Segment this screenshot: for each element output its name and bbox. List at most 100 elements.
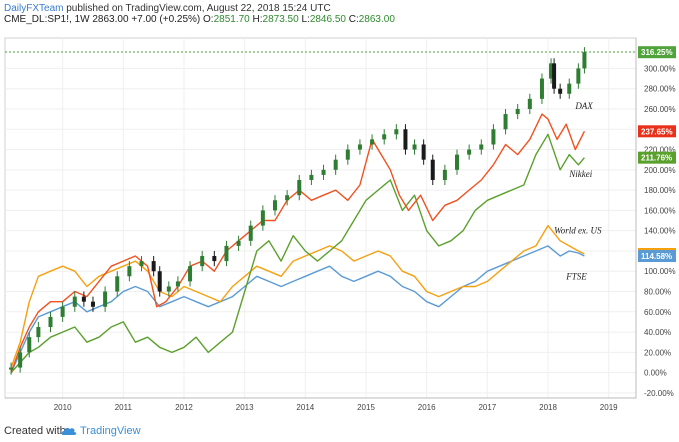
publish-info: published on TradingView.com, August 22,…	[66, 3, 331, 14]
x-tick-label: 2018	[539, 403, 557, 412]
tradingview-logo-link[interactable]: TradingView	[80, 425, 141, 437]
sp500-candle	[103, 291, 108, 307]
price-tag-box	[638, 151, 676, 164]
chart-footer: Created with TradingView	[0, 420, 679, 442]
y-tick-label: 80.00%	[644, 288, 671, 297]
price-change: +7.00 (+0.25%)	[131, 14, 201, 25]
price-tag-box	[638, 125, 676, 138]
series-line-world-ex-us	[10, 224, 585, 368]
sp500-candle	[115, 276, 120, 292]
author-link[interactable]: DailyFXTeam	[4, 3, 64, 14]
price-tag-label: 237.65%	[641, 127, 673, 136]
sp500-candle	[345, 149, 350, 160]
y-tick-label: 280.00%	[644, 85, 676, 94]
sp500-candle	[36, 327, 41, 338]
series-line-dax	[10, 113, 586, 373]
sp500-candle	[421, 144, 426, 160]
series-annotation: Nikkei	[568, 169, 592, 179]
chart-grid	[4, 37, 637, 399]
chart-header: DailyFXTeam published on TradingView.com…	[0, 0, 679, 28]
price-chart[interactable]: DAX Nikkei World ex. US FTSE -20.00% 0.00% 20…	[0, 30, 679, 420]
sp500-candle	[539, 78, 544, 99]
price-tag-ftse: 114.58%	[638, 250, 676, 263]
y-tick-label: 180.00%	[644, 186, 676, 195]
last-price: 2863.00	[92, 14, 129, 25]
x-tick-label: 2011	[115, 403, 133, 412]
y-tick-label: 60.00%	[644, 308, 671, 317]
sp500-candle	[370, 139, 375, 145]
tradingview-cloud-icon	[61, 427, 77, 435]
sp500-candle	[394, 129, 399, 135]
price-tag-label: 211.76%	[641, 154, 672, 163]
sp500-candle	[157, 271, 162, 292]
sp500-candle	[321, 169, 326, 175]
sp500-candle	[297, 179, 302, 196]
sp500-candle	[582, 52, 587, 69]
ohlc-high-value: 2873.50	[262, 14, 299, 25]
sp500-candle	[382, 134, 387, 140]
sp500-candle	[188, 266, 193, 282]
y-tick-label: 160.00%	[644, 206, 676, 215]
sp500-candle	[467, 149, 472, 155]
sp500-candle	[412, 144, 417, 150]
annotation-layer: DAX Nikkei World ex. US FTSE	[554, 101, 602, 281]
y-tick-label: 40.00%	[644, 328, 671, 337]
y-tick-label: 0.00%	[644, 369, 667, 378]
y-tick-label: 100.00%	[644, 267, 676, 276]
sp500-candle	[127, 266, 132, 277]
ohlc-low-value: 2846.50	[309, 14, 346, 25]
sp500-candle	[309, 174, 314, 180]
sp500-candle	[549, 63, 554, 79]
sp500-candle	[139, 261, 144, 267]
sp500-candle	[90, 301, 95, 307]
sp500-candle	[81, 296, 86, 302]
price-tag-box	[638, 250, 676, 263]
sp500-candle	[403, 129, 408, 150]
series-line-ftse	[10, 245, 585, 373]
sp500-candle	[212, 256, 217, 262]
sp500-candle	[166, 286, 171, 292]
series-line-nikkei	[10, 133, 585, 374]
price-tag-dax: 237.65%	[638, 125, 676, 138]
price-tag-label: 316.25%	[641, 48, 673, 57]
sp500-candle	[576, 68, 581, 84]
sp500-candle	[567, 83, 572, 94]
sp500-candle	[175, 281, 180, 287]
x-tick-label: 2014	[296, 403, 314, 412]
x-tick-label: 2012	[175, 403, 193, 412]
sp500-candle	[357, 144, 362, 150]
y-tick-label: 200.00%	[644, 166, 676, 175]
x-tick-label: 2019	[600, 403, 618, 412]
sp500-candle	[515, 108, 520, 115]
sp500-candle	[503, 114, 508, 130]
sp500-candle	[527, 98, 532, 109]
sp500-candle	[285, 195, 290, 201]
ohlc-high-label: H:	[252, 14, 263, 25]
ohlc-close-value: 2863.00	[358, 14, 395, 25]
price-tag-label: 114.58%	[641, 252, 672, 261]
ohlc-low-label: L:	[301, 14, 310, 25]
sp500-candle	[442, 169, 447, 180]
y-tick-label: 140.00%	[644, 227, 676, 236]
sp500-candle	[491, 129, 496, 145]
y-tick-label: 20.00%	[644, 348, 671, 357]
price-tag-nikkei: 211.76%	[638, 151, 676, 164]
x-tick-label: 2016	[418, 403, 436, 412]
sp500-candle	[72, 296, 77, 307]
y-tick-label: 220.00%	[644, 146, 676, 155]
sp500-candle	[430, 159, 435, 180]
sp500-candle	[558, 88, 563, 94]
symbol-label[interactable]: CME_DL:SP1!, 1W	[4, 14, 90, 25]
x-tick-label: 2013	[236, 403, 254, 412]
sp500-candle	[200, 256, 205, 267]
sp500-candle	[18, 352, 23, 368]
sp500-candle	[272, 200, 277, 211]
sp500-candle	[552, 63, 557, 89]
plot-area	[4, 37, 637, 399]
x-tick-label: 2017	[478, 403, 496, 412]
sp500-candle	[333, 159, 338, 170]
sp500-candle	[236, 240, 241, 246]
price-tag-box	[638, 46, 676, 59]
sp500-candle	[224, 245, 229, 262]
sp500-candle	[48, 316, 53, 328]
